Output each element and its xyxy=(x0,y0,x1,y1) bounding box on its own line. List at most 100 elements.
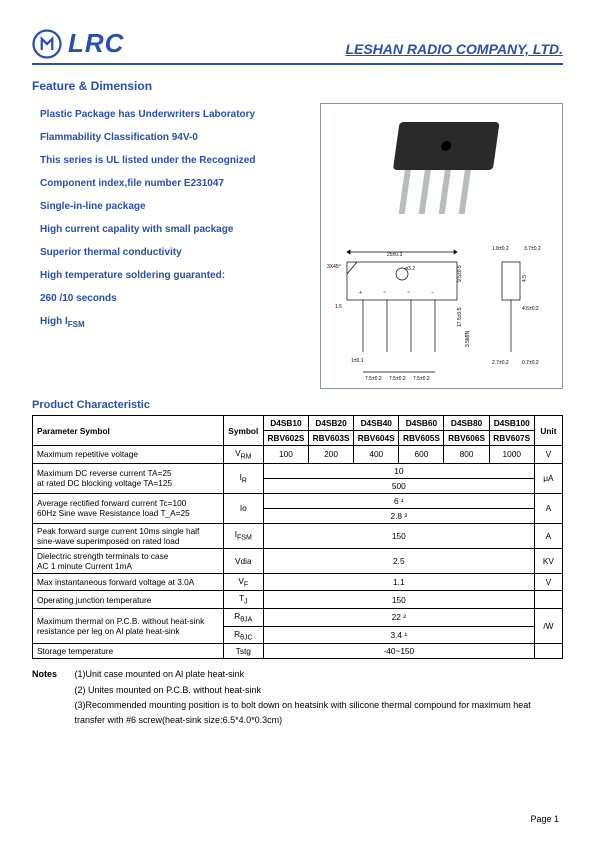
cell-val: 1000 xyxy=(489,446,534,464)
page-header: LRC LESHAN RADIO COMPANY, LTD. xyxy=(32,28,563,65)
section-title-table: Product Characteristic xyxy=(32,399,563,411)
company-name: LESHAN RADIO COMPANY, LTD. xyxy=(345,41,563,59)
svg-text:3.5MIN: 3.5MIN xyxy=(465,330,471,347)
notes-block: Notes (1)Unit case mounted on Al plate h… xyxy=(32,667,563,728)
dimension-drawing: 25±0.3 ø3.2 3X45° + ~ ~ − 9.5±0.5 17.5±0… xyxy=(327,232,557,382)
cell-val: 2.8 ² xyxy=(263,508,534,523)
cell-symbol: IR xyxy=(223,463,263,493)
cell-val: 22 ² xyxy=(263,608,534,626)
cell-param: Peak forward surge current 10ms single h… xyxy=(33,523,224,548)
cell-unit: V xyxy=(534,573,562,591)
note-line: (1)Unit case mounted on Al plate heat-si… xyxy=(75,667,555,682)
cell-unit xyxy=(534,591,562,609)
cell-unit xyxy=(534,644,562,659)
svg-text:1.5: 1.5 xyxy=(335,304,342,310)
col-model: D4SB100 xyxy=(489,416,534,431)
note-line: (3)Recommended mounting position is to b… xyxy=(75,698,555,729)
col-model: RBV604S xyxy=(354,431,399,446)
col-model: D4SB60 xyxy=(399,416,444,431)
cell-param: Maximum repetitive voltage xyxy=(33,446,224,464)
notes-body: (1)Unit case mounted on Al plate heat-si… xyxy=(75,667,555,728)
col-unit: Unit xyxy=(534,416,562,446)
cell-val: 200 xyxy=(309,446,354,464)
col-model: D4SB10 xyxy=(263,416,308,431)
feature-line: High temperature soldering guaranted: xyxy=(40,264,312,287)
cell-unit: A xyxy=(534,523,562,548)
feature-line: High current capality with small package xyxy=(40,218,312,241)
logo-text: LRC xyxy=(68,28,124,59)
feature-line: High IFSM xyxy=(40,310,312,334)
section-title-features: Feature & Dimension xyxy=(32,79,563,93)
svg-text:4.6±0.2: 4.6±0.2 xyxy=(522,306,539,312)
cell-val: 150 xyxy=(263,591,534,609)
cell-val: 2.5 xyxy=(263,548,534,573)
logo-block: LRC xyxy=(32,28,124,59)
table-row: Average rectified forward current Tc=100… xyxy=(33,493,563,508)
cell-symbol: VF xyxy=(223,573,263,591)
table-row: Operating junction temperature TJ 150 xyxy=(33,591,563,609)
cell-symbol: Io xyxy=(223,493,263,523)
table-row: Dielectric strength terminals to case AC… xyxy=(33,548,563,573)
feature-line: Flammability Classification 94V-0 xyxy=(40,126,312,149)
svg-text:~: ~ xyxy=(407,290,410,296)
svg-text:−: − xyxy=(431,290,434,296)
cell-symbol: RθJC xyxy=(223,626,263,644)
table-row: Maximum thermal on P.C.B. without heat-s… xyxy=(33,608,563,626)
feature-line: Single-in-line package xyxy=(40,195,312,218)
cell-unit: V xyxy=(534,446,562,464)
feature-list: Plastic Package has Underwriters Laborat… xyxy=(32,103,312,389)
cell-val: -40~150 xyxy=(263,644,534,659)
feature-line: 260 /10 seconds xyxy=(40,287,312,310)
col-model: RBV603S xyxy=(309,431,354,446)
notes-label: Notes xyxy=(32,667,72,682)
svg-text:1.8±0.2: 1.8±0.2 xyxy=(492,246,509,252)
svg-text:ø3.2: ø3.2 xyxy=(405,266,415,272)
svg-text:0.7±0.2: 0.7±0.2 xyxy=(522,360,539,366)
feature-line: Component index,file number E231047 xyxy=(40,172,312,195)
table-row: Peak forward surge current 10ms single h… xyxy=(33,523,563,548)
col-model: RBV602S xyxy=(263,431,308,446)
cell-val: 400 xyxy=(354,446,399,464)
cell-param: Average rectified forward current Tc=100… xyxy=(33,493,224,523)
table-row: Maximum repetitive voltage VRM 100 200 4… xyxy=(33,446,563,464)
figure-box: 25±0.3 ø3.2 3X45° + ~ ~ − 9.5±0.5 17.5±0… xyxy=(320,103,563,389)
svg-text:7.5±0.2: 7.5±0.2 xyxy=(365,376,382,382)
svg-text:1±0.1: 1±0.1 xyxy=(351,358,364,364)
feature-line: Plastic Package has Underwriters Laborat… xyxy=(40,103,312,126)
cell-symbol: Tstg xyxy=(223,644,263,659)
cell-symbol: VRM xyxy=(223,446,263,464)
svg-text:+: + xyxy=(359,290,362,296)
cell-param: Operating junction temperature xyxy=(33,591,224,609)
cell-val: 10 xyxy=(263,463,534,478)
cell-symbol: TJ xyxy=(223,591,263,609)
cell-param: Maximum thermal on P.C.B. without heat-s… xyxy=(33,608,224,643)
cell-unit: /W xyxy=(534,608,562,643)
svg-text:9.5±0.5: 9.5±0.5 xyxy=(457,265,463,282)
col-symbol: Symbol xyxy=(223,416,263,446)
cell-param: Storage temperature xyxy=(33,644,224,659)
table-row: Maximum DC reverse current TA=25 at rate… xyxy=(33,463,563,478)
col-model: D4SB80 xyxy=(444,416,489,431)
col-model: RBV606S xyxy=(444,431,489,446)
svg-text:3.7±0.2: 3.7±0.2 xyxy=(524,246,541,252)
col-model: RBV605S xyxy=(399,431,444,446)
svg-text:17.5±0.5: 17.5±0.5 xyxy=(457,307,463,327)
cell-unit: KV xyxy=(534,548,562,573)
cell-val: 150 xyxy=(263,523,534,548)
svg-text:2.7±0.2: 2.7±0.2 xyxy=(492,360,509,366)
svg-text:~: ~ xyxy=(383,290,386,296)
logo-icon xyxy=(32,29,62,59)
feature-line: Superior thermal conductivity xyxy=(40,241,312,264)
cell-val: 100 xyxy=(263,446,308,464)
cell-param: Dielectric strength terminals to case AC… xyxy=(33,548,224,573)
cell-symbol: Vdia xyxy=(223,548,263,573)
cell-val: 3.4 ¹ xyxy=(263,626,534,644)
spec-table: Parameter Symbol Symbol D4SB10 D4SB20 D4… xyxy=(32,415,563,659)
cell-val: 6 ¹ xyxy=(263,493,534,508)
table-row: Storage temperature Tstg -40~150 xyxy=(33,644,563,659)
table-row: Max instantaneous forward voltage at 3.0… xyxy=(33,573,563,591)
col-model: D4SB20 xyxy=(309,416,354,431)
svg-text:7.5±0.2: 7.5±0.2 xyxy=(413,376,430,382)
svg-text:3X45°: 3X45° xyxy=(327,264,341,270)
page-number: Page 1 xyxy=(530,814,559,824)
